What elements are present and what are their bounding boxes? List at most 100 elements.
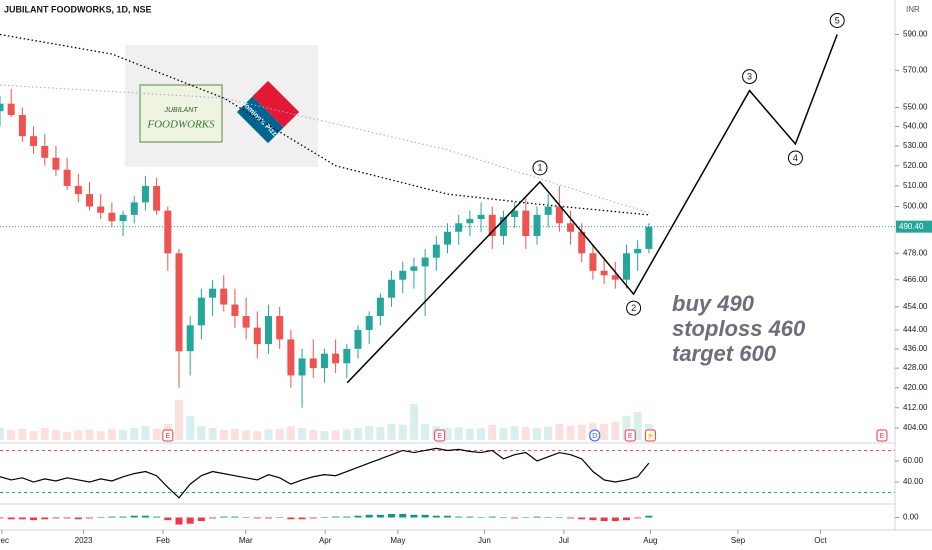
volume-bar (611, 422, 620, 440)
macd-bar (645, 515, 653, 518)
candle-body (623, 253, 630, 280)
macd-bar (119, 516, 127, 518)
volume-bar (309, 430, 318, 440)
candle-body (41, 145, 49, 158)
volume-bar (51, 430, 60, 440)
macd-bar (354, 515, 362, 518)
candle-body (555, 206, 563, 224)
event-label: E (437, 433, 442, 440)
candle-body (634, 248, 642, 254)
candle-body (141, 185, 149, 203)
macd-bar (522, 517, 530, 518)
macd-bar (153, 516, 161, 518)
x-tick-label: Apr (319, 536, 332, 545)
volume-bar (555, 424, 564, 440)
annotation: buy 490 (672, 291, 755, 316)
candle-body (108, 212, 116, 222)
candle-body (7, 103, 15, 116)
volume-bar (454, 427, 463, 440)
volume-bar (40, 428, 49, 440)
candle-body (477, 214, 485, 220)
volume-bar (387, 424, 396, 440)
event-marker (589, 429, 601, 442)
wave-label: 5 (835, 15, 840, 25)
x-tick-label: Mar (239, 536, 253, 545)
macd-bar (544, 517, 552, 518)
candle-body (343, 348, 351, 364)
moving-average (0, 84, 650, 214)
y-tick-label: 466.00 (903, 275, 928, 284)
volume-bar (29, 431, 38, 440)
macd-bar (309, 517, 317, 519)
wave-label: 4 (793, 153, 798, 163)
last-price-badge (896, 220, 932, 233)
volume-bar (152, 428, 161, 440)
event-marker (876, 429, 888, 442)
candle-body (488, 214, 496, 237)
x-tick-label: Oct (814, 536, 827, 545)
logo-text: FOODWORKS (146, 119, 215, 131)
macd-bar (623, 517, 630, 521)
volume-bar (499, 428, 508, 440)
macd-bar (488, 516, 496, 518)
candle-body (175, 253, 183, 352)
wave-label-circle (787, 150, 803, 166)
volume-bar (320, 431, 329, 440)
volume-bar (96, 431, 105, 440)
macd-bar (432, 515, 440, 518)
macd-bar (276, 517, 284, 518)
macd-bar (320, 517, 328, 518)
macd-bar (343, 516, 351, 518)
macd-bar (410, 514, 418, 518)
x-tick-label: Dec (0, 536, 9, 545)
candle-body (130, 202, 138, 215)
candle-body (645, 226, 653, 249)
volume-bar (521, 427, 530, 440)
event-label: E (628, 433, 633, 440)
volume-bar (0, 428, 4, 440)
candle-body (164, 210, 172, 254)
candle-body (376, 297, 384, 317)
macd-bar (611, 517, 619, 522)
candle-body (220, 288, 228, 305)
y-tick-label: 412.00 (903, 403, 928, 412)
rsi-tick-label: 40.00 (903, 477, 924, 486)
volume-bar (533, 428, 541, 440)
event-marker (162, 429, 174, 442)
y-tick-label: 404.00 (903, 423, 928, 432)
volume-bar (354, 428, 362, 440)
volume-bar (365, 426, 374, 440)
candle-body (332, 353, 340, 364)
volume-bar (376, 427, 385, 440)
candle-body (153, 185, 161, 211)
candle-body (74, 185, 82, 195)
candle-body (511, 210, 519, 217)
candle-body (0, 103, 4, 112)
candle-body (30, 136, 38, 146)
volume-bar (107, 428, 116, 440)
volume-bar (633, 412, 642, 440)
wave-label-circle (532, 160, 548, 176)
volume-bar (342, 429, 351, 440)
macd-bar (600, 517, 608, 522)
volume-bar (186, 416, 195, 440)
x-tick-label: Sep (731, 536, 746, 545)
volume-bar (242, 430, 251, 440)
wave-line (346, 34, 838, 384)
x-tick-label: Aug (643, 536, 657, 545)
macd-bar (634, 517, 642, 519)
candle-body (86, 194, 93, 207)
candle-body (354, 329, 362, 349)
macd-bar (186, 517, 194, 524)
candle-body (432, 244, 440, 258)
volume-bar (85, 429, 94, 440)
last-price-label: 490.40 (899, 222, 924, 231)
macd-bar (466, 516, 474, 518)
macd-bar (298, 517, 306, 520)
y-tick-label: 570.00 (903, 65, 928, 74)
volume-bar (544, 426, 553, 440)
candle-body (63, 169, 71, 186)
volume-bar (622, 416, 631, 440)
candle-body (466, 219, 474, 224)
